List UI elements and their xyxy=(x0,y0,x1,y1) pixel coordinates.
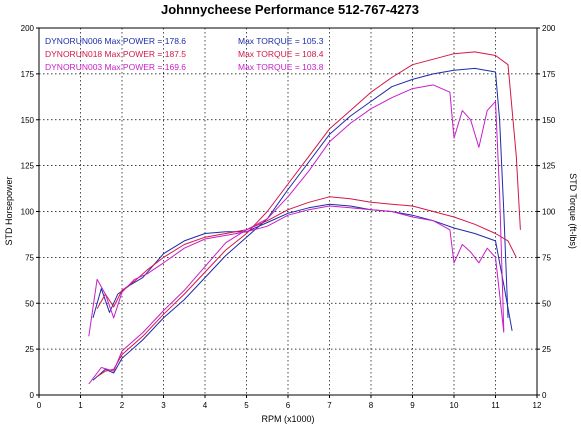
y-tick-label-right: 200 xyxy=(542,24,556,33)
x-tick-label: 4 xyxy=(203,401,208,410)
series-line-dynorun018-horsepower xyxy=(96,51,521,378)
legend: DYNORUN006 Max POWER = 178.6 Max TORQUE =… xyxy=(45,36,324,72)
x-tick-label: 8 xyxy=(369,401,374,410)
legend-torque-entry: Max TORQUE = 105.3 xyxy=(238,36,324,46)
legend-power-entry: DYNORUN018 Max POWER = 187.5 xyxy=(45,49,186,59)
y-tick-label-right: 175 xyxy=(542,70,556,79)
chart-title: Johnnycheese Performance 512-767-4273 xyxy=(161,2,419,17)
legend-torque-entry: Max TORQUE = 108.4 xyxy=(238,49,324,59)
y-tick-label-left: 75 xyxy=(25,253,34,262)
x-tick-label: 12 xyxy=(533,401,542,410)
series-line-dynorun006-horsepower xyxy=(92,67,509,381)
series-lines xyxy=(88,51,521,385)
y-tick-label-right: 75 xyxy=(542,253,551,262)
x-tick-label: 11 xyxy=(491,401,500,410)
y-tick-label-left: 100 xyxy=(21,208,35,217)
x-tick-label: 5 xyxy=(244,401,249,410)
y-tick-label-right: 0 xyxy=(542,391,547,400)
x-axis-label: RPM (x1000) xyxy=(261,414,314,424)
x-tick-label: 10 xyxy=(450,401,459,410)
y-tick-label-right: 25 xyxy=(542,345,551,354)
x-tick-label: 7 xyxy=(327,401,332,410)
legend-power-entry: DYNORUN006 Max POWER = 178.6 xyxy=(45,36,186,46)
series-line-dynorun018-torque xyxy=(96,196,517,310)
x-tick-label: 0 xyxy=(37,401,42,410)
y-axis-label-right: STD Torque (ft-lbs) xyxy=(568,173,578,249)
y-tick-label-left: 150 xyxy=(21,116,35,125)
y-tick-label-left: 175 xyxy=(21,70,35,79)
y-tick-label-left: 25 xyxy=(25,345,34,354)
y-tick-label-left: 200 xyxy=(21,24,35,33)
grid xyxy=(39,28,537,395)
legend-torque-entry: Max TORQUE = 103.8 xyxy=(238,62,324,72)
y-tick-label-right: 50 xyxy=(542,299,551,308)
x-tick-label: 2 xyxy=(120,401,125,410)
x-tick-label: 9 xyxy=(410,401,415,410)
y-tick-label-right: 125 xyxy=(542,162,556,171)
x-tick-label: 3 xyxy=(161,401,166,410)
y-tick-label-right: 100 xyxy=(542,208,556,217)
y-tick-label-left: 0 xyxy=(30,391,35,400)
legend-power-entry: DYNORUN003 Max POWER = 169.6 xyxy=(45,62,186,72)
series-line-dynorun006-torque xyxy=(92,203,513,331)
x-tick-label: 1 xyxy=(78,401,83,410)
x-tick-label: 6 xyxy=(286,401,291,410)
y-tick-label-left: 125 xyxy=(21,162,35,171)
y-tick-label-left: 50 xyxy=(25,299,34,308)
y-tick-label-right: 150 xyxy=(542,116,556,125)
series-line-dynorun003-horsepower xyxy=(88,84,505,385)
series-line-dynorun003-torque xyxy=(88,205,505,337)
y-axis-label-left: STD Horsepower xyxy=(4,176,14,245)
